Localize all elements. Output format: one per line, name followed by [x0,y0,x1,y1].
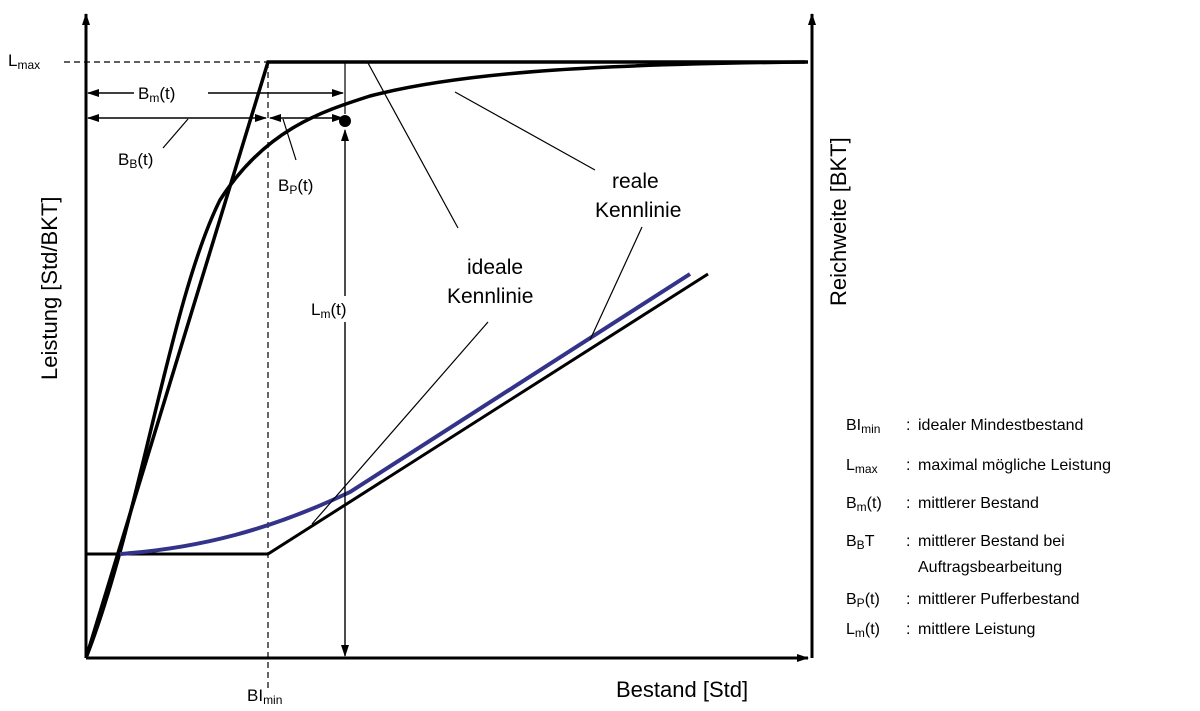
legend-separator: : [906,457,910,474]
legend-description: mittlerer Bestand [918,495,1039,512]
blmin-label: BImin [247,686,282,707]
legend-description: mittlere Leistung [918,621,1035,638]
legend-description: Auftragsbearbeitung [918,559,1062,576]
bp-leader [282,118,297,161]
real-output-curve [84,60,806,659]
lm-label: Lm(t) [311,300,347,321]
real-curve-label-line2: Kennlinie [595,199,681,222]
legend-term: BBT [846,533,875,552]
bp-label: BP(t) [278,176,313,197]
y-axis-right-label: Reichweite [BKT] [826,137,851,306]
x-axis-label: Bestand [Std] [616,677,748,702]
bb-leader [162,118,189,149]
legend-separator: : [906,621,910,638]
legend-term: Bm(t) [846,495,882,514]
real-curve-label-line1: reale [612,170,659,193]
y-axis-left-label: Leistung [Std/BKT] [37,197,62,380]
ideal-leader-top [367,62,459,229]
real-leader-bottom [589,226,643,341]
lmax-label: Lmax [8,51,40,72]
legend-description: mittlerer Bestand bei [918,533,1065,550]
real-leader-top [454,91,596,171]
legend-separator: : [906,417,910,434]
legend-term: Lm(t) [846,621,880,640]
legend: BImin : idealer Mindestbestand Lmax : ma… [846,417,1111,640]
operating-point [339,115,351,127]
legend-separator: : [906,533,910,550]
ideal-leader-bottom [311,321,489,525]
legend-description: idealer Mindestbestand [918,417,1083,434]
legend-description: maximal mögliche Leistung [918,457,1111,474]
legend-separator: : [906,591,910,608]
legend-separator: : [906,495,910,512]
bb-label: BB(t) [118,150,153,171]
legend-description: mittlerer Pufferbestand [918,591,1080,608]
ideal-output-curve [84,60,808,659]
legend-term: Lmax [846,457,878,476]
ideal-curve-label-line1: ideale [467,256,523,279]
bm-label: Bm(t) [138,84,175,105]
legend-term: BImin [846,417,880,436]
ideal-curve-label-line2: Kennlinie [447,285,533,308]
real-range-curve [119,272,692,556]
ideal-range-curve [86,272,709,556]
legend-term: BP(t) [846,591,880,610]
